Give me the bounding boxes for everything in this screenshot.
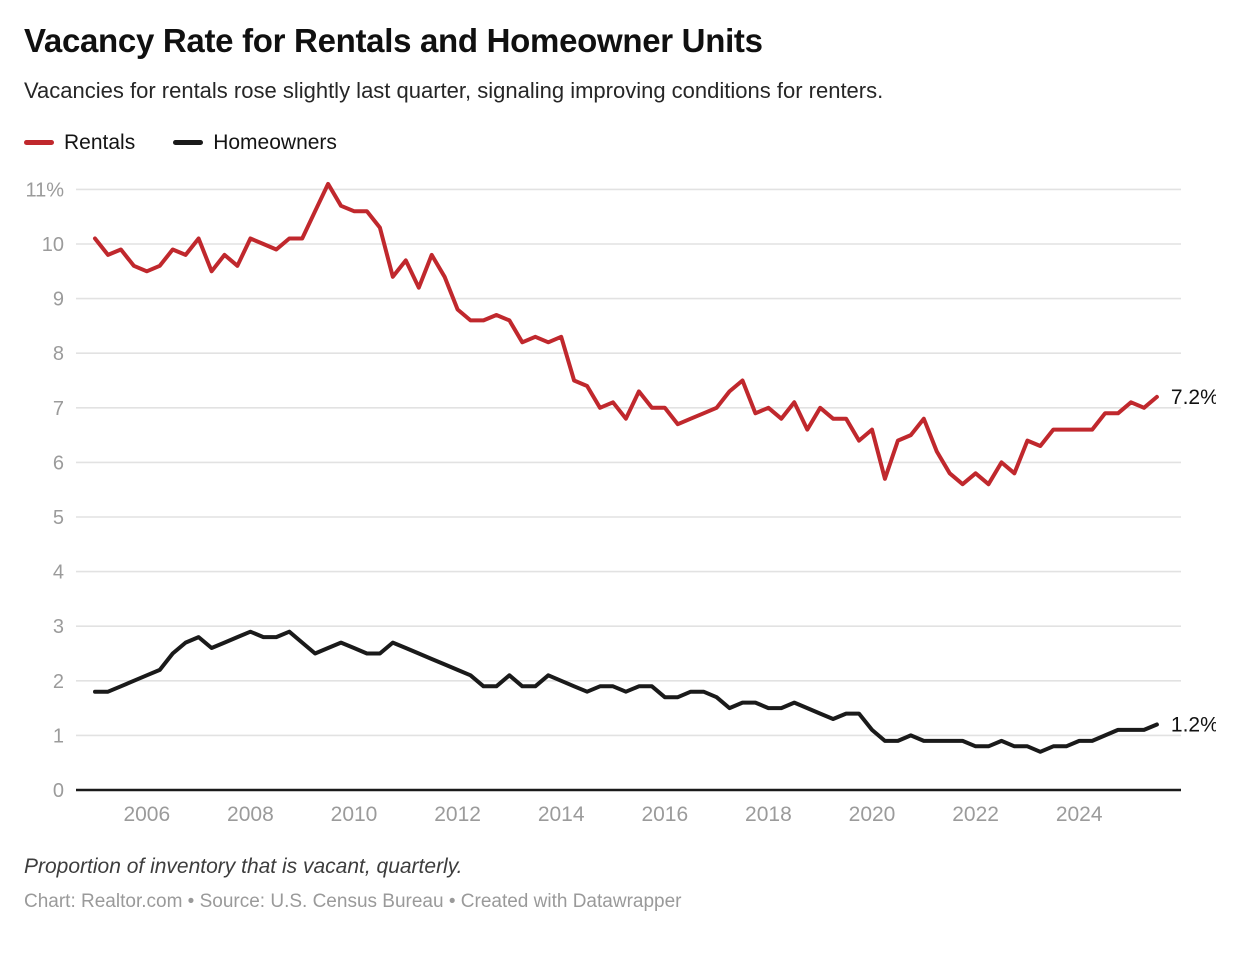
homeowners-line [93, 629, 1159, 754]
x-axis-label: 2018 [745, 803, 792, 826]
legend-item-rentals: Rentals [24, 131, 135, 155]
rentals-line-swatch [24, 140, 54, 146]
y-axis-label: 0 [53, 780, 64, 802]
chart-title: Vacancy Rate for Rentals and Homeowner U… [24, 22, 763, 59]
legend-label-rentals: Rentals [64, 130, 136, 154]
x-axis-label: 2020 [849, 803, 896, 826]
y-axis-label: 3 [53, 616, 64, 638]
y-axis-label: 5 [53, 507, 64, 529]
x-axis-label: 2008 [227, 803, 274, 826]
line-chart: 0 1 2 3 4 5 6 7 8 9 10 11% 2006 2008 2010 2012 2014 2016 2… [25, 179, 1216, 826]
x-axis-label: 2022 [952, 803, 999, 826]
footer-credit: Chart: Realtor.com • Source: U.S. Census… [24, 890, 682, 912]
x-axis-label: 2024 [1056, 803, 1103, 826]
y-axis-label: 4 [53, 561, 64, 583]
legend-label-homeowners: Homeowners [213, 130, 337, 154]
chart-subtitle: Vacancies for rentals rose slightly last… [24, 77, 884, 103]
y-axis-label: 2 [53, 670, 64, 692]
rentals-line [93, 181, 1159, 486]
y-axis-label: 1 [53, 725, 64, 747]
x-axis-label: 2014 [538, 803, 585, 826]
y-axis-label: 7 [53, 397, 64, 419]
x-axis-label: 2016 [641, 803, 688, 826]
y-axis-label: 10 [42, 234, 64, 256]
y-axis-label: 6 [53, 452, 64, 474]
rentals-end-label: 7.2% [1171, 385, 1216, 408]
homeowners-end-label: 1.2% [1171, 713, 1216, 736]
x-axis-label: 2012 [434, 803, 481, 826]
footer-note: Proportion of inventory that is vacant, … [24, 854, 463, 878]
legend: Rentals Homeowners [24, 131, 1216, 155]
x-axis-label: 2010 [331, 803, 378, 826]
y-axis-label: 11% [25, 179, 64, 201]
y-axis-label: 8 [53, 343, 64, 365]
y-axis-label: 9 [53, 288, 64, 310]
homeowners-line-swatch [173, 140, 204, 146]
legend-item-homeowners: Homeowners [173, 131, 337, 155]
x-axis-label: 2006 [123, 803, 170, 826]
